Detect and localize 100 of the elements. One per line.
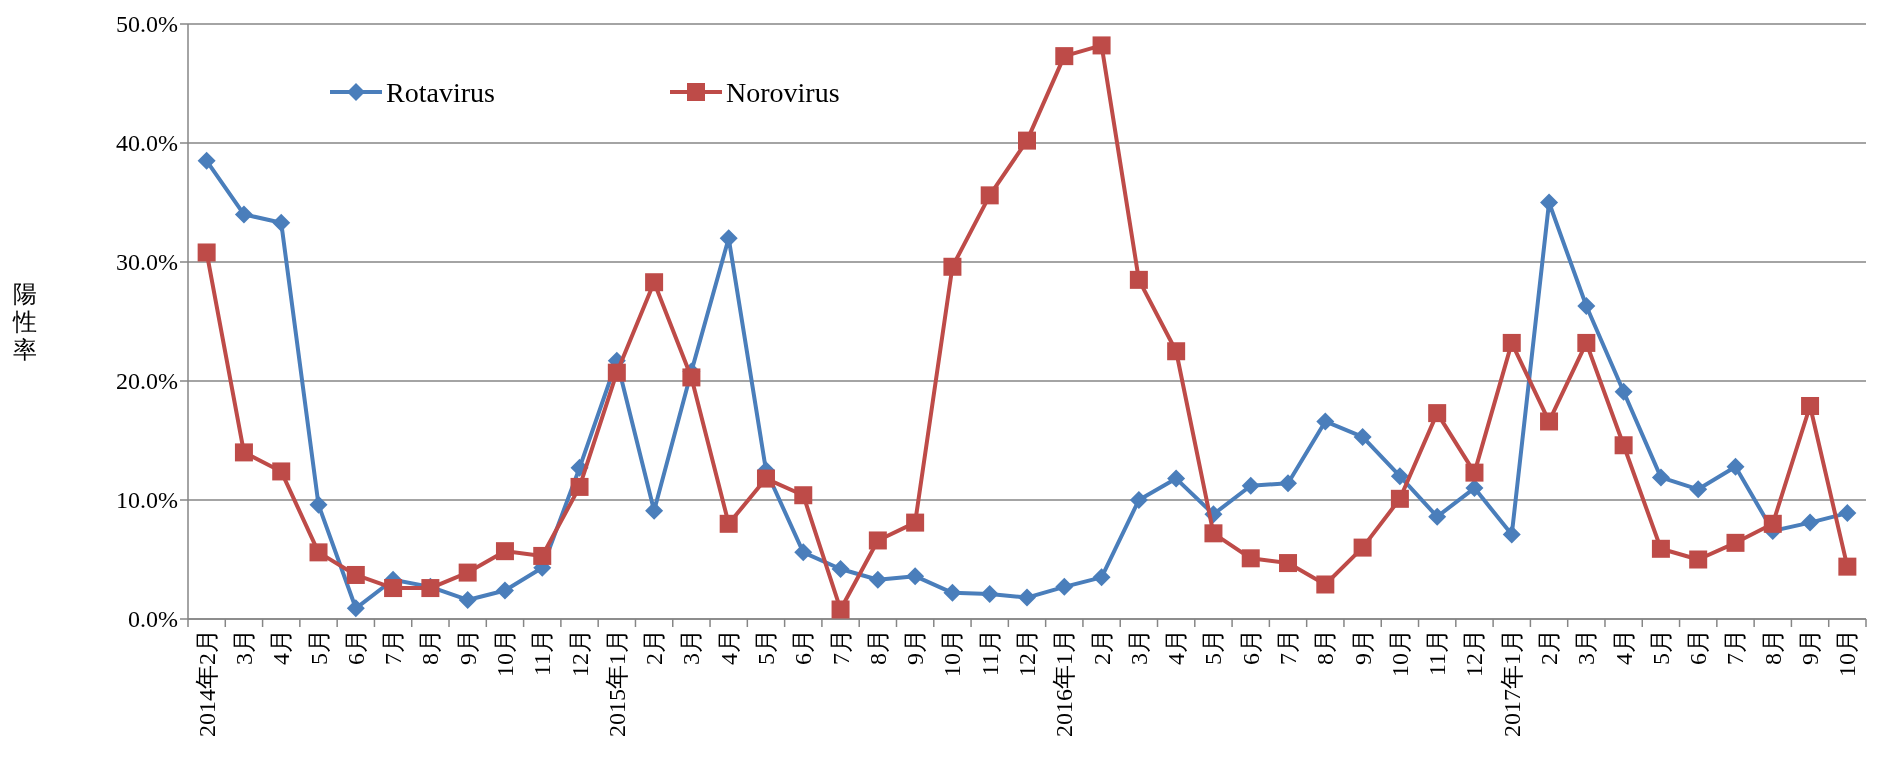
x-tick-label: 11月 [976, 629, 1003, 677]
point [794, 486, 813, 505]
x-tick-label: 10月 [491, 629, 518, 677]
point [1651, 539, 1670, 558]
x-tick-label: 8月 [864, 629, 891, 665]
point [1801, 513, 1820, 532]
point [1465, 479, 1484, 498]
point [309, 495, 328, 514]
point [868, 531, 887, 550]
point [458, 590, 477, 609]
point [234, 205, 253, 224]
point [1279, 474, 1298, 493]
x-tick-label: 9月 [902, 629, 929, 665]
point [384, 579, 403, 598]
point [645, 273, 664, 292]
point [906, 513, 925, 532]
x-tick-label: 12月 [1014, 629, 1040, 677]
point [1055, 47, 1074, 66]
point [1577, 333, 1596, 352]
point [980, 186, 999, 205]
point [495, 581, 514, 600]
x-tick-label: 6月 [342, 629, 369, 665]
x-tick-label: 4月 [715, 629, 742, 665]
point [1353, 427, 1372, 446]
point [794, 543, 813, 562]
x-tick-label: 12月 [1461, 629, 1488, 677]
x-tick-label: 6月 [790, 629, 817, 665]
x-tick-label: 8月 [1312, 629, 1339, 665]
point [1726, 457, 1745, 476]
x-tick-label: 5月 [1647, 629, 1674, 665]
point [1651, 468, 1670, 487]
y-tick-label: 40.0% [116, 130, 178, 156]
x-tick-label: 2014年2月 [193, 629, 220, 737]
y-tick-label: 50.0% [116, 11, 178, 37]
y-axis-title: 陽性率 [12, 280, 37, 363]
x-tick-label: 11月 [529, 629, 556, 677]
x-tick-label: 4月 [1163, 629, 1190, 665]
point [1428, 507, 1447, 526]
point [1465, 463, 1484, 482]
point [1838, 504, 1857, 523]
point [1353, 538, 1372, 557]
point [1577, 297, 1596, 316]
x-tick-label: 12月 [566, 629, 593, 677]
point [943, 583, 962, 602]
x-tick-label: 8月 [1759, 629, 1786, 665]
x-tick-label: 9月 [454, 629, 481, 665]
point [309, 543, 328, 562]
point [272, 213, 291, 232]
point [943, 257, 962, 276]
point [1390, 467, 1409, 486]
point [1838, 557, 1857, 576]
point [1279, 554, 1298, 573]
point [234, 443, 253, 462]
point [1129, 270, 1148, 289]
x-tick-label: 5月 [1200, 629, 1227, 665]
point [197, 243, 216, 262]
x-tick-label: 2016年1月 [1051, 629, 1078, 737]
x-tick-label: 7月 [380, 629, 407, 665]
x-tick-label: 7月 [1275, 629, 1302, 665]
x-tick-label: 2月 [1536, 629, 1563, 665]
point [645, 501, 664, 520]
x-tick-label: 8月 [417, 629, 444, 665]
point [1018, 131, 1036, 150]
x-tick-label: 2017年1月 [1498, 629, 1525, 737]
point [1129, 491, 1148, 509]
x-tick-label: 7月 [1722, 629, 1749, 665]
point [533, 546, 552, 565]
point [272, 462, 291, 481]
point [756, 469, 775, 488]
x-tick-label: 3月 [1125, 629, 1152, 665]
x-tick-label: 3月 [230, 629, 257, 665]
point [1726, 533, 1745, 552]
x-tick-label: 7月 [827, 629, 854, 665]
point [607, 363, 626, 382]
point [1390, 489, 1409, 508]
y-tick-label: 30.0% [116, 249, 178, 275]
point [719, 514, 738, 533]
point [1689, 480, 1708, 499]
point [1801, 396, 1820, 415]
x-tick-label: 2月 [1088, 629, 1115, 665]
point [346, 599, 365, 618]
point [1018, 588, 1036, 607]
point [197, 151, 216, 170]
x-tick-label: 4月 [268, 629, 295, 665]
point [458, 563, 477, 582]
point [1502, 333, 1521, 352]
point [1502, 525, 1521, 544]
y-tick-label: 0.0% [128, 606, 178, 632]
point [1689, 550, 1708, 569]
point [980, 585, 999, 604]
x-tick-label: 10月 [939, 629, 966, 677]
point [906, 567, 925, 586]
point [495, 542, 514, 561]
point [1241, 549, 1260, 568]
point [1167, 342, 1186, 361]
point [1614, 382, 1633, 401]
y-tick-label: 20.0% [116, 368, 178, 394]
x-tick-label: 2月 [641, 629, 668, 665]
point [831, 600, 850, 619]
point [868, 570, 887, 589]
